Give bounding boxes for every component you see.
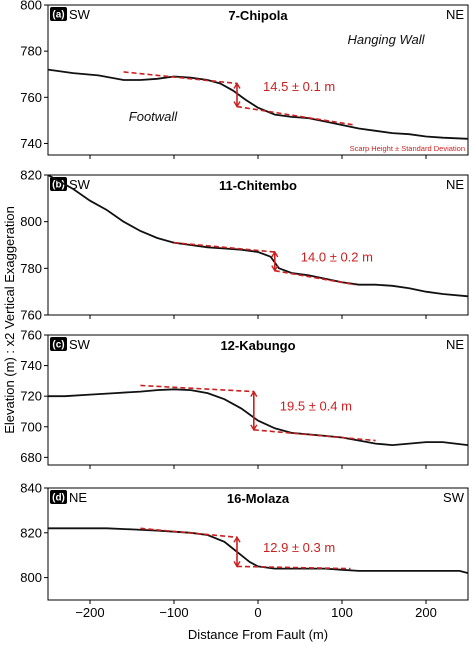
upper-surface-fit [140, 527, 238, 539]
panel-3: 680 700 720 740 760 (c) SW NE 12-Kabungo 19.5 ± 0… [20, 328, 469, 469]
panel-label: (d) [52, 493, 65, 504]
scarp-height-label: 12.9 ± 0.3 m [263, 540, 335, 555]
y-tick-label: 820 [20, 525, 42, 540]
y-tick-label: 760 [20, 90, 42, 105]
y-tick-label: 840 [20, 481, 42, 496]
scarp-arrowhead-bottom [250, 424, 258, 432]
direction-right: NE [446, 177, 464, 192]
y-tick-label: 800 [20, 214, 42, 229]
panel-label: (c) [52, 340, 64, 351]
direction-right: NE [446, 337, 464, 352]
panels: 740 760 780 800 (a) SW NE 7-Chipola Hanging Wall… [20, 0, 469, 620]
upper-surface-fit [123, 71, 238, 85]
direction-left: SW [69, 7, 91, 22]
lower-surface-fit [274, 269, 355, 286]
scarp-arrowhead-top [233, 535, 241, 543]
direction-right: NE [446, 7, 464, 22]
y-tick-label: 680 [20, 450, 42, 465]
y-tick-label: 740 [20, 358, 42, 373]
x-tick-label: 100 [331, 605, 353, 620]
y-tick-label: 780 [20, 44, 42, 59]
panel-1: 740 760 780 800 (a) SW NE 7-Chipola Hanging Wall… [20, 0, 469, 159]
y-tick-label: 800 [20, 570, 42, 585]
y-tick-label: 760 [20, 328, 42, 343]
lower-surface-fit [253, 429, 376, 442]
annotation-hanging-wall: Hanging Wall [347, 32, 425, 47]
elevation-profile-line [47, 174, 469, 298]
panel-title: 12-Kabungo [220, 338, 295, 353]
panel-badge [50, 337, 67, 351]
panel-4: 800 820 840 −200 −100 0 100 200 (d) NE SW 16-Molaza… [20, 481, 469, 620]
elevation-profile-line [47, 68, 469, 140]
scarp-height-label: 19.5 ± 0.4 m [280, 399, 352, 414]
plot-area [47, 334, 469, 466]
direction-left: NE [69, 490, 87, 505]
panel-badge [50, 490, 67, 504]
scarp-arrowhead-top [250, 390, 258, 397]
direction-right: SW [443, 490, 465, 505]
plot-area [47, 4, 469, 156]
x-tick-label: −100 [159, 605, 188, 620]
y-axis-label: Elevation (m) : x2 Vertical Exaggeration [2, 206, 17, 434]
plot-area [47, 174, 469, 316]
scarp-arrowhead-top [233, 82, 241, 89]
panel-title: 11-Chitembo [219, 178, 297, 193]
x-axis-label: Distance From Fault (m) [188, 627, 328, 642]
lower-surface-fit [236, 565, 351, 570]
lower-surface-fit [236, 105, 355, 126]
y-tick-label: 720 [20, 389, 42, 404]
y-tick-label: 780 [20, 261, 42, 276]
panel-title: 16-Molaza [227, 491, 290, 506]
y-tick-label: 760 [20, 308, 42, 323]
x-tick-label: 0 [254, 605, 261, 620]
scarp-height-label: 14.0 ± 0.2 m [301, 249, 373, 264]
scarp-arrowhead-bottom [271, 265, 279, 273]
panel-title: 7-Chipola [228, 8, 288, 23]
direction-left: SW [69, 177, 91, 192]
scarp-arrowhead-bottom [233, 561, 241, 568]
panel-badge [50, 7, 67, 21]
y-tick-label: 800 [20, 0, 42, 13]
panel-label: (b) [52, 180, 65, 191]
plot-area [47, 487, 469, 601]
scarp-height-label: 14.5 ± 0.1 m [263, 79, 335, 94]
panel-badge [50, 177, 67, 191]
y-tick-label: 820 [20, 168, 42, 183]
scarp-arrowhead-top [271, 250, 279, 258]
upper-surface-fit [173, 241, 275, 253]
direction-left: SW [69, 337, 91, 352]
scarp-arrowhead-bottom [233, 101, 241, 108]
annotation-footwall: Footwall [129, 109, 179, 124]
x-tick-label: −200 [75, 605, 104, 620]
x-tick-label: 200 [415, 605, 437, 620]
legend-note: Scarp Height ± Standard Deviation [350, 144, 465, 153]
y-tick-label: 700 [20, 419, 42, 434]
panel-2: 760 780 800 820 (b) SW NE 11-Chitembo 14.0 ± 0.2… [20, 168, 469, 323]
elevation-profile-line [48, 388, 469, 447]
upper-surface-fit [140, 384, 254, 393]
y-tick-label: 740 [20, 136, 42, 151]
panel-label: (a) [52, 10, 64, 21]
